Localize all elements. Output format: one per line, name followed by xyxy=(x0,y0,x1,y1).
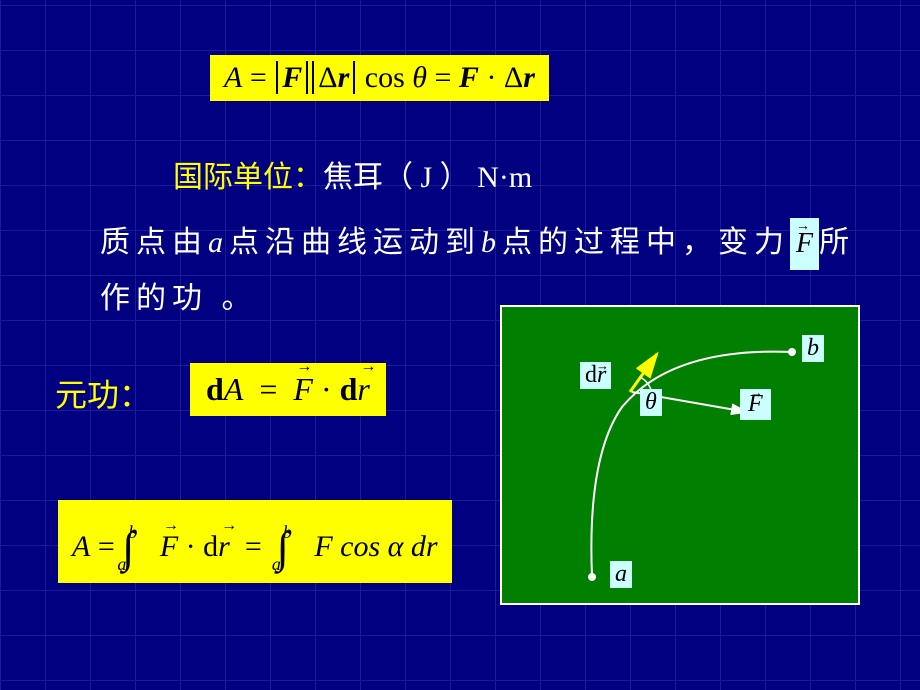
elemental-work-label: 元功： xyxy=(55,370,151,416)
equation-work-definition: A = FΔr cos θ = F · Δr xyxy=(210,55,549,101)
diagram-label-b: b xyxy=(802,335,824,362)
force-vector-inline: →F xyxy=(790,218,819,270)
unit-line: 国际单位：焦耳（ J ） N·m xyxy=(173,152,532,196)
diagram-label-dr: dr→ xyxy=(580,362,611,389)
diagram-label-a: a xyxy=(610,561,632,588)
point-b-dot xyxy=(788,348,796,356)
point-a-dot xyxy=(588,573,596,581)
work-diagram: b a dr→ θ F→ xyxy=(500,305,860,605)
unit-label-yellow: 国际单位： xyxy=(173,161,323,194)
diagram-label-F: F→ xyxy=(740,389,771,420)
diagram-label-theta: θ xyxy=(640,389,662,416)
unit-label-white: 焦耳（ J ） N·m xyxy=(323,161,532,194)
equation-elemental-work: dA = →F · d→r xyxy=(190,363,386,416)
equation-integral-work: A = ∫ba →F · d→r = ∫ba F cos α dr xyxy=(58,500,452,583)
